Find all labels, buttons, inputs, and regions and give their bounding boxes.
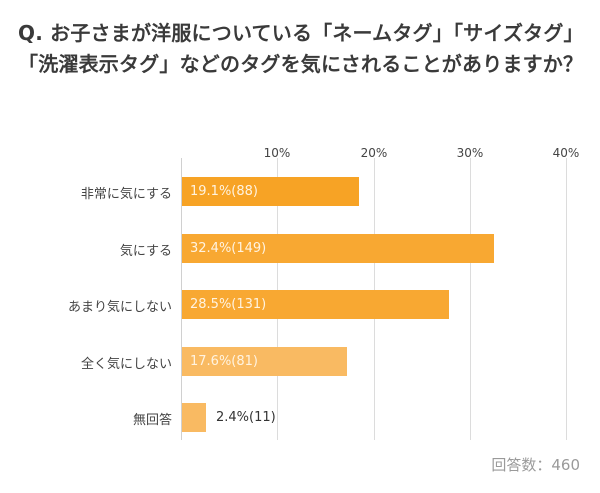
category-label: 全く気にしない bbox=[80, 357, 172, 372]
bar: 32.4%(149) bbox=[182, 234, 494, 263]
zero-axis-line bbox=[181, 158, 182, 440]
category-label: あまり気にしない bbox=[67, 300, 172, 315]
tick-label: 30% bbox=[456, 146, 484, 160]
category-label: 非常に気にする bbox=[80, 187, 172, 202]
gridline-30 bbox=[470, 158, 471, 440]
bar: 28.5%(131) bbox=[182, 290, 449, 319]
response-count: 回答数：460 bbox=[491, 456, 580, 474]
gridline-40 bbox=[566, 158, 567, 440]
tick-label: 10% bbox=[263, 146, 291, 160]
tick-label: 20% bbox=[360, 146, 388, 160]
bar-value-label: 2.4%(11) bbox=[216, 410, 276, 425]
bar-value-label: 32.4%(149) bbox=[190, 241, 267, 256]
bar-value-label: 17.6%(81) bbox=[190, 354, 258, 369]
bar bbox=[182, 403, 206, 432]
bar-value-label: 19.1%(88) bbox=[190, 184, 258, 199]
tick-label: 40% bbox=[552, 146, 580, 160]
bar-value-label: 28.5%(131) bbox=[190, 297, 267, 312]
bar: 19.1%(88) bbox=[182, 177, 359, 206]
question-title: Q. お子さまが洋服についている「ネームタグ」「サイズタグ」「洗濯表示タグ」など… bbox=[18, 21, 584, 76]
category-label: 無回答 bbox=[132, 413, 172, 428]
bar: 17.6%(81) bbox=[182, 347, 347, 376]
category-label: 気にする bbox=[119, 244, 172, 259]
